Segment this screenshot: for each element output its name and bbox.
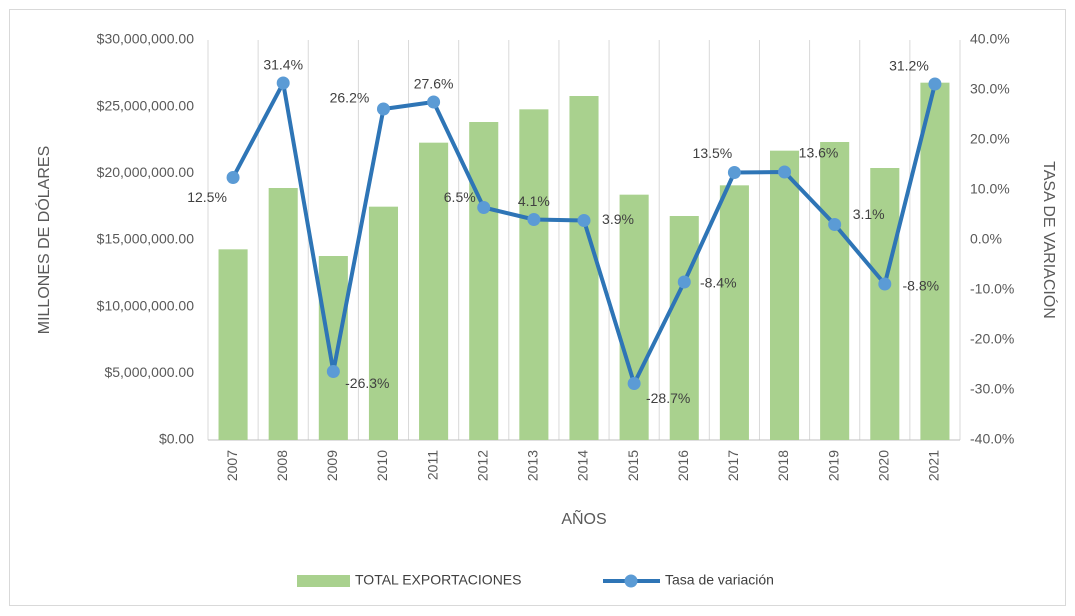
legend-label: Tasa de variación [665, 572, 774, 588]
x-tick-label: 2020 [876, 450, 892, 481]
data-label: 12.5% [187, 189, 227, 205]
x-tick-label: 2014 [575, 450, 591, 481]
line-marker [677, 275, 691, 289]
x-axis-title: AÑOS [561, 508, 606, 528]
data-label: 3.1% [853, 206, 885, 222]
y2-tick-label: 30.0% [970, 81, 1010, 97]
line-marker [276, 76, 290, 90]
x-tick-label: 2021 [926, 450, 942, 481]
line-marker [727, 166, 741, 179]
bar [268, 188, 298, 440]
line-marker [828, 218, 842, 231]
line-marker [928, 77, 942, 91]
line-marker [427, 95, 441, 109]
data-label: 13.6% [799, 145, 839, 161]
line-marker [527, 213, 541, 226]
y2-tick-label: -40.0% [970, 431, 1014, 447]
bar [719, 185, 749, 440]
bar [218, 249, 248, 440]
y-tick-label: $10,000,000.00 [97, 297, 195, 313]
data-label: 6.5% [444, 189, 476, 205]
data-label: -8.8% [903, 278, 940, 294]
bar [519, 109, 549, 440]
y2-tick-label: 10.0% [970, 181, 1010, 197]
bar [469, 122, 499, 440]
line-marker [226, 171, 240, 184]
line-marker [627, 377, 641, 390]
bar [318, 256, 348, 440]
y-tick-label: $15,000,000.00 [97, 231, 195, 247]
bar [769, 150, 800, 440]
data-label: 13.5% [693, 145, 733, 161]
line-marker [477, 201, 491, 214]
y-tick-label: $0.00 [159, 431, 194, 447]
bar [368, 206, 399, 440]
line-marker [326, 365, 340, 378]
bar [419, 142, 449, 440]
bar [920, 82, 950, 441]
data-label: -28.7% [646, 390, 690, 406]
bar [569, 96, 599, 440]
x-tick-label: 2008 [274, 450, 290, 481]
line-marker [577, 214, 591, 227]
line-marker [376, 102, 390, 116]
bar [820, 142, 850, 440]
y2-tick-label: -30.0% [970, 381, 1014, 397]
data-label: 4.1% [518, 193, 550, 209]
data-label: -26.3% [345, 375, 389, 391]
x-tick-label: 2016 [675, 450, 691, 481]
x-tick-label: 2018 [775, 450, 791, 481]
legend-label: TOTAL EXPORTACIONES [355, 572, 521, 588]
y-tick-label: $30,000,000.00 [97, 31, 195, 47]
bar [619, 194, 649, 440]
x-tick-label: 2015 [625, 450, 641, 481]
line-marker [778, 165, 792, 179]
y2-tick-label: 20.0% [970, 131, 1010, 147]
y2-tick-label: -10.0% [970, 281, 1014, 297]
y2-axis-title: TASA DE VARIACIÓN [1040, 161, 1059, 319]
x-tick-label: 2010 [374, 450, 390, 481]
bar [669, 216, 699, 440]
x-tick-label: 2007 [224, 450, 240, 481]
x-tick-label: 2009 [324, 450, 340, 481]
legend-swatch [297, 575, 350, 587]
data-label: 27.6% [414, 76, 454, 92]
y-tick-label: $5,000,000.00 [104, 364, 194, 380]
x-tick-label: 2012 [474, 450, 490, 481]
x-tick-label: 2019 [825, 450, 841, 481]
legend-marker [624, 574, 638, 588]
data-label: 31.4% [263, 57, 303, 73]
y2-tick-label: 0.0% [970, 231, 1002, 247]
data-label: -8.4% [700, 275, 737, 291]
line-marker [878, 277, 892, 291]
y-tick-label: $25,000,000.00 [97, 97, 195, 113]
y-tick-label: $20,000,000.00 [97, 164, 195, 180]
x-tick-label: 2011 [424, 450, 440, 480]
x-tick-label: 2017 [725, 450, 741, 481]
y2-tick-label: 40.0% [970, 31, 1010, 47]
bar [870, 168, 900, 440]
data-label: 31.2% [889, 58, 929, 74]
y2-tick-label: -20.0% [970, 331, 1014, 347]
x-tick-label: 2013 [525, 450, 541, 481]
data-label: 26.2% [330, 90, 370, 106]
data-label: 3.9% [602, 211, 634, 227]
y-axis-title: MILLONES DE DÓLARES [34, 146, 53, 335]
